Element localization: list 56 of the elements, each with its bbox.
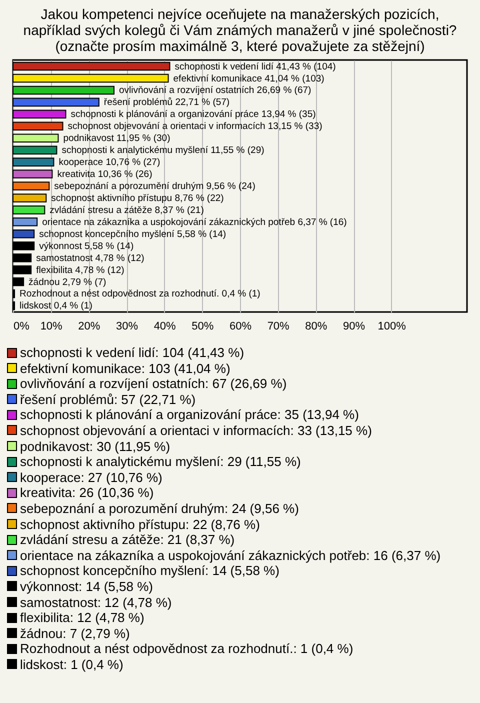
category-label: řešení problémů 22,71 % (57): [104, 97, 230, 108]
text: schopnosti k vedení lidí: 104 (41,43 %): [19, 345, 246, 361]
text: výkonnost: 14 (5,58 %): [19, 578, 154, 594]
text: Jakou kompetenci nejvíce oceňujete na manažerských pozicích,: [40, 6, 440, 22]
text: schopnost aktivního přístupu: 22 (8,76 %): [19, 516, 261, 532]
text: schopnost objevování a orientaci v informacích: 33 (13,15 %): [19, 422, 373, 439]
text: sebepoznání a porozumění druhým: 24 (9,56 %): [19, 500, 300, 517]
text: orientace na zákazníka a uspokojování zákaznických potřeb: 16 (6,37 %): [19, 548, 442, 564]
category-label: Rozhodnout a nést odpovědnost za rozhodnutí. 0,4 % (1): [20, 288, 260, 300]
x-tick-label: 60%: [229, 320, 252, 332]
text: (označte prosím maximálně 3, které považujete za stěžejní): [55, 38, 425, 54]
text: ovlivňování a rozvíjení ostatních: 67 (26,69 %): [19, 376, 288, 392]
text: efektivní komunikace: 103 (41,04 %): [19, 360, 232, 376]
text: podnikavost: 30 (11,95 %): [19, 438, 172, 454]
category-label: žádnou 2,79 % (7): [28, 276, 106, 288]
category-label: sebepoznání a porozumění druhým 9,56 % (24): [54, 181, 256, 192]
category-label: schopnost koncepčního myšlení 5,58 % (14): [39, 228, 226, 240]
category-label: ovlivňování a rozvíjení ostatních 26,69 % (67): [118, 85, 312, 96]
text: flexibilita: 12 (4,78 %): [19, 610, 146, 626]
category-label: lidskost 0,4 % (1): [20, 300, 92, 312]
category-label: schopnosti k vedení lidí 41,43 % (104): [174, 61, 336, 72]
text: kooperace: 27 (10,76 %): [19, 470, 164, 486]
x-tick-label: 100%: [378, 320, 406, 332]
category-label: kooperace 10,76 % (27): [58, 157, 160, 168]
category-label: schopnosti k analytickému myšlení 11,55 % (29): [62, 145, 264, 156]
text: například svých kolegů či Vám známých manažerů v jiné společnosti?: [23, 22, 457, 38]
text: schopnosti k analytickému myšlení: 29 (11,55 %): [19, 454, 302, 470]
category-label: zvládání stresu a zátěže 8,37 % (21): [50, 204, 204, 216]
text: žádnou: 7 (2,79 %): [19, 626, 131, 642]
x-tick-label: 80%: [305, 320, 328, 332]
category-label: schopnost objevování a orientaci v informacích 13,15 % (33): [68, 121, 322, 132]
text: Rozhodnout a nést odpovědnost za rozhodnutí.: 1 (0,4 %): [19, 641, 354, 657]
category-label: flexibilita 4,78 % (12): [36, 264, 124, 276]
text: kreativita: 26 (10,36 %): [19, 485, 155, 501]
x-tick-label: 30%: [116, 320, 138, 332]
x-tick-label: 90%: [342, 320, 366, 332]
text: schopnosti k plánování a organizování práce: 35 (13,94 %): [19, 407, 360, 423]
category-label: samostatnost 4,78 % (12): [36, 252, 144, 264]
category-label: schopnost aktivního přístupu 8,76 % (22): [51, 192, 224, 204]
x-tick-label: 20%: [78, 320, 100, 332]
category-label: schopnosti k plánování a organizování práce 13,94 % (35): [70, 109, 316, 120]
category-label: výkonnost 5,58 % (14): [39, 240, 134, 252]
text: řešení problémů: 57 (22,71 %): [19, 392, 197, 408]
category-label: podnikavost 11,95 % (30): [63, 133, 170, 144]
x-tick-label: 40%: [154, 320, 176, 332]
x-tick-label: 70%: [267, 320, 290, 332]
text: zvládání stresu a zátěže: 21 (8,37 %): [19, 532, 236, 548]
x-tick-label: 0%: [14, 320, 30, 332]
category-label: orientace na zákazníka a uspokojování zákaznických potřeb 6,37 % (16): [42, 216, 347, 228]
text: schopnost koncepčního myšlení: 14 (5,58 %): [19, 563, 280, 579]
x-tick-label: 50%: [192, 320, 214, 332]
x-tick-label: 10%: [40, 320, 63, 332]
category-label: kreativita 10,36 % (26): [57, 169, 152, 180]
text: samostatnost: 12 (4,78 %): [19, 594, 173, 610]
category-label: efektivní komunikace 41,04 % (103): [173, 73, 324, 84]
text: lidskost: 1 (0,4 %): [19, 656, 124, 672]
